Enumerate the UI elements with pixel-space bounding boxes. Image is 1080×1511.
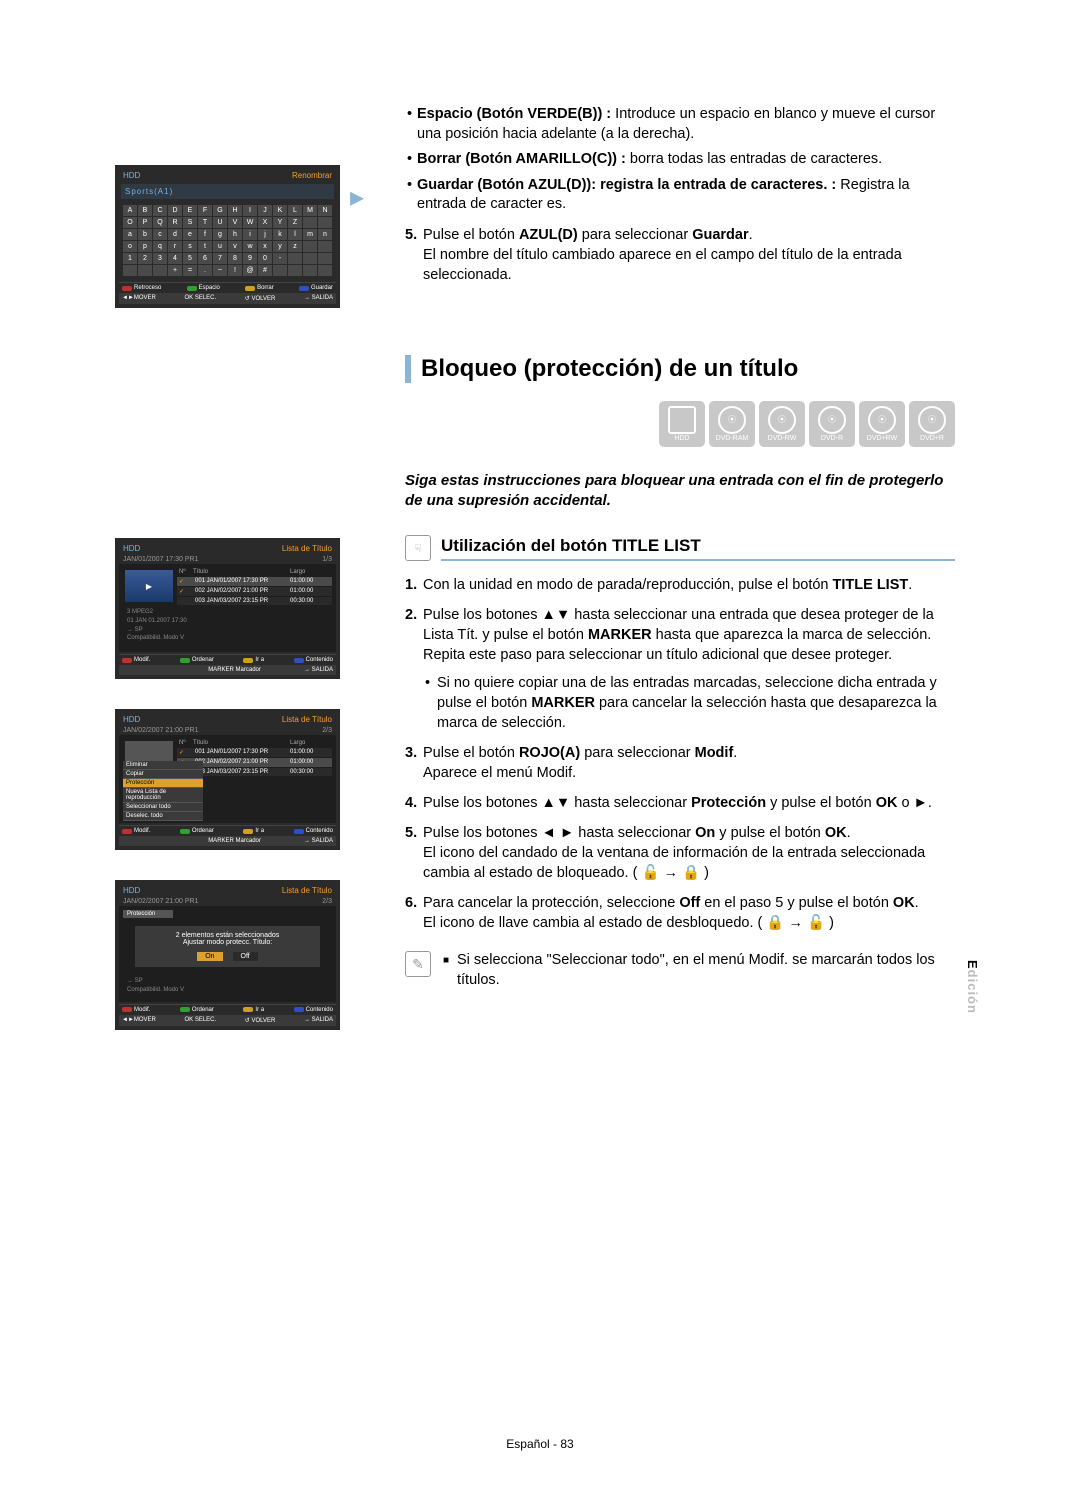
intro-text: Siga estas instrucciones para bloquear u… (405, 471, 955, 512)
screenshot-title-list-2: HDD Lista de Título JAN/02/2007 21:00 PR… (115, 709, 340, 850)
dialog-off-button: Off (233, 952, 258, 961)
shot-title: Renombrar (292, 171, 332, 180)
shot-hdd: HDD (123, 171, 140, 180)
disc-hdd: HDD (659, 401, 705, 447)
thumbnail: ▶ (125, 570, 173, 602)
shot-nav: ◄►MOVEROK SELEC.↺ VOLVER→ SALIDA (119, 1015, 336, 1026)
shot-color-footer: RetrocesoEspacioBorrarGuardar (119, 282, 336, 293)
note-row: ✎ Si selecciona "Seleccionar todo", en e… (405, 951, 955, 990)
disc-icons-row: HDD⦿DVD-RAM⦿DVD-RW⦿DVD-R⦿DVD+RW⦿DVD+R (405, 401, 955, 447)
steps-list: 1.Con la unidad en modo de parada/reprod… (405, 575, 955, 933)
shot-color-footer: Modif.OrdenarIr aContenido (119, 825, 336, 836)
shot-nav: ◄►MOVEROK SELEC.↺ VOLVER→ SALIDA (119, 293, 336, 304)
screenshot-rename-keyboard: HDD Renombrar Sports(A1) ABCDEFGHIJKLMNO… (115, 165, 340, 308)
page-footer: Español - 83 (0, 1437, 1080, 1451)
side-tab: Edición (965, 960, 980, 1014)
disc-dvd-rw: ⦿DVD-RW (759, 401, 805, 447)
note-icon: ✎ (405, 951, 431, 977)
section-title: Bloqueo (protección) de un título (405, 355, 955, 383)
shot-color-footer: Modif.OrdenarIr aContenido (119, 1004, 336, 1015)
screenshot-title-list-3: HDD Lista de Título JAN/02/2007 21:00 PR… (115, 880, 340, 1030)
step-5: 5. Pulse el botón AZUL(D) para seleccion… (423, 225, 955, 285)
shot-nav: MARKER Marcador→ SALIDA (119, 665, 336, 675)
disc-dvd-r: ⦿DVD-R (809, 401, 855, 447)
screenshot-title-list-1: HDD Lista de Título JAN/01/2007 17:30 PR… (115, 538, 340, 679)
disc-dvd+rw: ⦿DVD+RW (859, 401, 905, 447)
subheading: Utilización del botón TITLE LIST (441, 536, 955, 561)
shot-color-footer: Modif.OrdenarIr aContenido (119, 654, 336, 665)
keyboard-input: Sports(A1) (121, 184, 334, 199)
dialog-on-button: On (197, 952, 222, 961)
disc-dvd+r: ⦿DVD+R (909, 401, 955, 447)
arrow-icon: ▸ (350, 180, 364, 213)
note-text: Si selecciona "Seleccionar todo", en el … (443, 951, 955, 990)
disc-dvd-ram: ⦿DVD-RAM (709, 401, 755, 447)
modif-menu: EliminarCopiarProtecciónNueva Lista de r… (123, 761, 203, 821)
onscreen-keyboard: ABCDEFGHIJKLMNOPQRSTUVWXYZ abcdefghijklm… (119, 201, 336, 280)
hand-icon: ☟ (405, 535, 431, 561)
shot-nav: MARKER Marcador→ SALIDA (119, 836, 336, 846)
protection-dialog: 2 elementos están seleccionados Ajustar … (135, 926, 320, 967)
color-button-bullets: Espacio (Botón VERDE(B)) : Introduce un … (405, 105, 955, 215)
